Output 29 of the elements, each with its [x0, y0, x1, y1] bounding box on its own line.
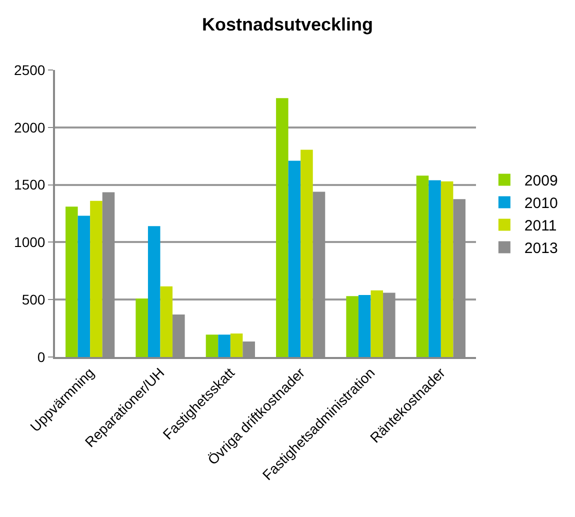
legend-label: 2009 — [524, 172, 558, 190]
bar — [78, 216, 90, 357]
chart-title: Kostnadsutveckling — [202, 14, 374, 35]
y-tick-label: 2000 — [14, 119, 46, 136]
bar — [160, 286, 173, 357]
legend-label: 2010 — [524, 195, 558, 212]
bar — [276, 98, 288, 357]
bar — [300, 150, 313, 357]
legend-label: 2013 — [524, 240, 558, 258]
bar — [206, 334, 218, 357]
bar — [218, 334, 230, 357]
legend-label: 2011 — [524, 218, 557, 235]
bar — [136, 298, 148, 357]
y-tick-label: 1500 — [14, 176, 46, 193]
bar — [440, 181, 454, 357]
y-tick-label: 0 — [37, 348, 46, 365]
bar — [370, 290, 384, 357]
bar — [66, 206, 78, 357]
bar — [230, 333, 243, 357]
bar — [358, 295, 371, 357]
bar — [428, 180, 441, 357]
y-tick-label: 1000 — [14, 234, 46, 250]
y-tick-label: 2500 — [14, 62, 46, 78]
y-tick-label: 500 — [22, 292, 46, 308]
bar — [346, 296, 358, 357]
bar — [90, 200, 102, 357]
bar — [288, 160, 301, 357]
bar — [416, 176, 429, 357]
bar — [148, 226, 160, 357]
